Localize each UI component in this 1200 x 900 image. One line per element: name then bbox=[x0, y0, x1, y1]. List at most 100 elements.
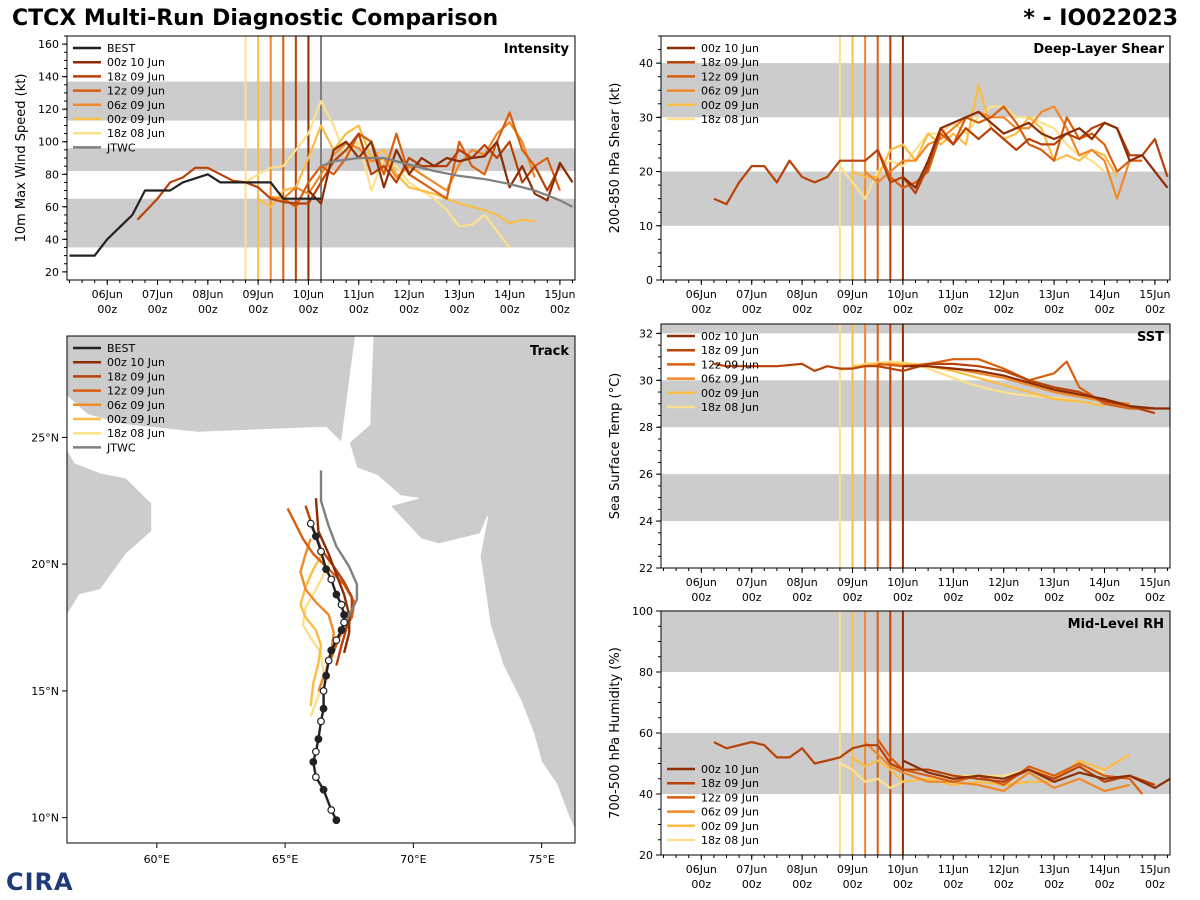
best-track-point bbox=[319, 687, 328, 695]
x-tick-label-day-2: 08Jun bbox=[787, 863, 818, 876]
x-tick-label-day-7: 13Jun bbox=[1038, 576, 1069, 589]
legend-label-5: 18z 08 Jun bbox=[701, 834, 759, 847]
x-tick-label-hour-6: 00z bbox=[399, 303, 419, 316]
panel-label: Mid-Level RH bbox=[1068, 617, 1164, 632]
best-track-point bbox=[327, 646, 336, 655]
legend-label-7: JTWC bbox=[106, 141, 136, 154]
x-tick-label-day-7: 13Jun bbox=[444, 288, 475, 301]
best-track-point bbox=[306, 519, 315, 528]
lat-tick-label-0: 10°N bbox=[31, 812, 59, 825]
best-track-point bbox=[332, 590, 341, 599]
x-tick-label-day-3: 09Jun bbox=[837, 863, 868, 876]
y-tick-label-7: 160 bbox=[38, 38, 59, 51]
series-18z-09-Jun bbox=[136, 132, 561, 221]
x-tick-label-day-4: 10Jun bbox=[293, 288, 324, 301]
x-tick-label-hour-4: 00z bbox=[299, 303, 319, 316]
y-tick-label-2: 20 bbox=[639, 166, 653, 179]
x-tick-label-hour-5: 00z bbox=[943, 591, 963, 604]
x-tick-label-hour-0: 00z bbox=[691, 591, 711, 604]
x-tick-label-day-0: 06Jun bbox=[686, 863, 717, 876]
x-tick-label-hour-9: 00z bbox=[550, 303, 570, 316]
x-tick-label-day-9: 15Jun bbox=[1139, 288, 1170, 301]
storm-id-title: * - IO022023 bbox=[1023, 6, 1178, 31]
legend-label-3: 12z 09 Jun bbox=[107, 85, 165, 98]
x-tick-label-day-8: 14Jun bbox=[1089, 863, 1120, 876]
y-axis-label: 700-500 hPa Humidity (%) bbox=[608, 647, 623, 819]
init-time-lines bbox=[838, 36, 904, 280]
legend-label-3: 06z 09 Jun bbox=[701, 373, 759, 386]
x-tick-label-day-3: 09Jun bbox=[837, 576, 868, 589]
x-tick-label-hour-1: 00z bbox=[742, 303, 762, 316]
legend-label-5: 00z 09 Jun bbox=[107, 413, 165, 426]
x-tick-label-day-5: 11Jun bbox=[343, 288, 374, 301]
x-tick-label-day-6: 12Jun bbox=[988, 288, 1019, 301]
best-track-point bbox=[327, 806, 336, 814]
x-tick-label-hour-5: 00z bbox=[349, 303, 369, 316]
y-tick-label-3: 30 bbox=[639, 111, 653, 124]
x-tick-label-day-3: 09Jun bbox=[837, 288, 868, 301]
x-tick-label-day-2: 08Jun bbox=[192, 288, 223, 301]
y-tick-label-3: 80 bbox=[639, 666, 653, 679]
legend-label-2: 12z 09 Jun bbox=[701, 358, 759, 371]
land-iran-pakistan bbox=[67, 336, 356, 444]
legend-label-1: 18z 09 Jun bbox=[701, 56, 759, 69]
best-track-point bbox=[311, 773, 320, 781]
legend-label-5: 18z 08 Jun bbox=[701, 113, 759, 126]
legend-label-6: 18z 08 Jun bbox=[107, 127, 165, 140]
series-lines bbox=[713, 83, 1169, 206]
x-tick-label-hour-5: 00z bbox=[943, 878, 963, 891]
x-tick-label-day-5: 11Jun bbox=[938, 576, 969, 589]
best-track-point bbox=[324, 656, 333, 665]
legend-label-1: 18z 09 Jun bbox=[701, 344, 759, 357]
best-track-point bbox=[319, 785, 328, 794]
legend-label-5: 00z 09 Jun bbox=[107, 113, 165, 126]
x-tick-label-hour-4: 00z bbox=[893, 591, 913, 604]
track-JTWC bbox=[319, 470, 359, 628]
y-tick-label-3: 80 bbox=[45, 168, 59, 181]
best-track-point bbox=[327, 575, 336, 584]
x-tick-label-day-0: 06Jun bbox=[686, 576, 717, 589]
x-tick-label-hour-2: 00z bbox=[792, 878, 812, 891]
plot-frame bbox=[66, 335, 576, 844]
land-oman bbox=[67, 447, 153, 616]
legend-label-0: 00z 10 Jun bbox=[701, 42, 759, 55]
x-tick-label-day-4: 10Jun bbox=[887, 863, 918, 876]
legend-label-3: 06z 09 Jun bbox=[701, 806, 759, 819]
best-track-point bbox=[337, 600, 346, 609]
panel-label: Deep-Layer Shear bbox=[1033, 42, 1164, 57]
x-tick-label-hour-7: 00z bbox=[1044, 303, 1064, 316]
series-00z-10-Jun bbox=[902, 110, 1169, 189]
x-tick-label-hour-6: 00z bbox=[994, 878, 1014, 891]
x-tick-label-hour-5: 00z bbox=[943, 303, 963, 316]
x-tick-label-day-2: 08Jun bbox=[787, 288, 818, 301]
x-tick-label-day-6: 12Jun bbox=[988, 863, 1019, 876]
x-tick-label-hour-9: 00z bbox=[1145, 303, 1165, 316]
best-track-point bbox=[311, 532, 320, 541]
lon-tick-label-1: 65°E bbox=[272, 853, 298, 866]
legend-label-2: 12z 09 Jun bbox=[701, 791, 759, 804]
series-00z-10-Jun bbox=[307, 140, 574, 205]
legend-label-4: 00z 09 Jun bbox=[701, 820, 759, 833]
sst-panel: 22 24 26 28 30 32 06Jun 00z 07Jun 00z 08Jun 00z 09Ju… bbox=[608, 323, 1171, 604]
legend-label-4: 00z 09 Jun bbox=[701, 99, 759, 112]
x-tick-label-day-7: 13Jun bbox=[1038, 288, 1069, 301]
legend-label-3: 12z 09 Jun bbox=[107, 385, 165, 398]
lon-tick-label-2: 70°E bbox=[400, 853, 426, 866]
x-tick-label-hour-8: 00z bbox=[500, 303, 520, 316]
x-tick-label-hour-4: 00z bbox=[893, 878, 913, 891]
y-tick-label-3: 28 bbox=[639, 421, 653, 434]
series-JTWC bbox=[320, 156, 574, 208]
y-tick-label-2: 26 bbox=[639, 468, 653, 481]
best-track-point bbox=[317, 717, 325, 726]
series-18z-08-Jun bbox=[245, 99, 511, 249]
y-tick-label-5: 120 bbox=[38, 103, 59, 116]
x-tick-label-hour-3: 00z bbox=[248, 303, 268, 316]
legend-label-1: 00z 10 Jun bbox=[107, 56, 165, 69]
init-time-lines bbox=[838, 324, 904, 568]
x-tick-label-day-7: 13Jun bbox=[1038, 863, 1069, 876]
panel-label: Intensity bbox=[504, 42, 570, 57]
y-tick-label-1: 40 bbox=[639, 788, 653, 801]
y-tick-label-1: 24 bbox=[639, 515, 653, 528]
x-tick-label-day-8: 14Jun bbox=[1089, 288, 1120, 301]
